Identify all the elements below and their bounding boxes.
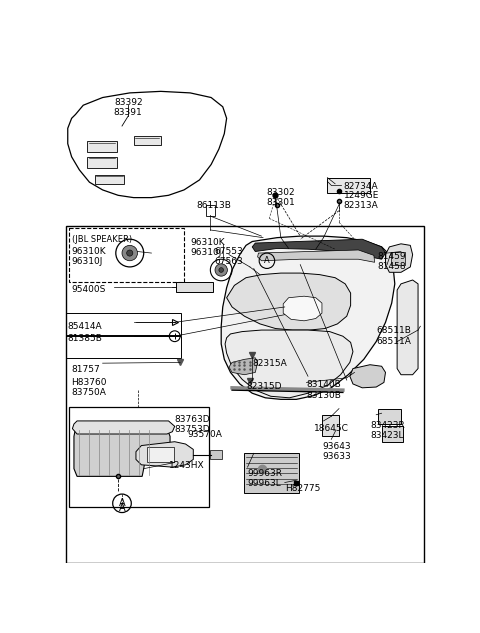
Bar bbox=[66, 336, 181, 358]
Text: 93643
93633: 93643 93633 bbox=[322, 442, 351, 461]
Text: 96310K
96310J: 96310K 96310J bbox=[72, 247, 106, 266]
Text: 81757: 81757 bbox=[72, 365, 100, 373]
Text: 68511B
68511A: 68511B 68511A bbox=[376, 326, 411, 346]
Polygon shape bbox=[385, 244, 413, 272]
Text: 95400S: 95400S bbox=[72, 285, 106, 294]
Text: A: A bbox=[264, 256, 270, 265]
Text: 82315A: 82315A bbox=[252, 360, 287, 368]
Bar bbox=[147, 447, 174, 463]
Polygon shape bbox=[397, 280, 418, 375]
Text: 67553
67563: 67553 67563 bbox=[215, 247, 243, 266]
Text: 1243HX: 1243HX bbox=[168, 461, 204, 470]
Bar bbox=[66, 226, 424, 563]
Bar bbox=[378, 408, 401, 424]
Text: 81459
81458: 81459 81458 bbox=[378, 251, 407, 271]
Polygon shape bbox=[72, 421, 175, 434]
Text: A: A bbox=[119, 503, 125, 513]
Bar bbox=[176, 282, 214, 292]
Text: 99963R
99963L: 99963R 99963L bbox=[248, 468, 283, 488]
Polygon shape bbox=[229, 358, 258, 375]
Bar bbox=[206, 205, 215, 216]
Bar bbox=[322, 415, 339, 436]
Polygon shape bbox=[283, 296, 322, 321]
Bar bbox=[382, 426, 403, 442]
Bar bbox=[133, 136, 161, 145]
Bar bbox=[87, 141, 117, 152]
Polygon shape bbox=[136, 442, 193, 467]
Bar bbox=[95, 175, 124, 184]
Text: 85414A: 85414A bbox=[68, 322, 102, 331]
Text: A: A bbox=[119, 498, 125, 508]
Bar bbox=[87, 157, 117, 168]
Bar bbox=[69, 407, 209, 507]
Polygon shape bbox=[252, 239, 385, 260]
Text: 1249GE: 1249GE bbox=[344, 191, 379, 201]
Bar bbox=[391, 251, 405, 265]
Polygon shape bbox=[350, 365, 385, 388]
Polygon shape bbox=[227, 273, 350, 330]
Text: 81385B: 81385B bbox=[68, 334, 103, 343]
Polygon shape bbox=[221, 236, 395, 399]
Polygon shape bbox=[74, 429, 170, 477]
Polygon shape bbox=[68, 91, 227, 197]
Polygon shape bbox=[225, 330, 353, 398]
Text: H83760
83750A: H83760 83750A bbox=[72, 378, 107, 397]
Circle shape bbox=[215, 264, 228, 276]
Text: 83140B
83130B: 83140B 83130B bbox=[306, 380, 341, 399]
Text: 86113B: 86113B bbox=[196, 201, 231, 210]
Text: 93570A: 93570A bbox=[188, 430, 223, 439]
Text: 83423R
83423L: 83423R 83423L bbox=[370, 421, 405, 441]
Bar bbox=[244, 453, 299, 493]
Circle shape bbox=[219, 268, 224, 272]
Circle shape bbox=[127, 250, 133, 256]
Bar bbox=[69, 229, 184, 282]
Circle shape bbox=[122, 246, 137, 261]
Polygon shape bbox=[258, 250, 375, 262]
Text: 82734A: 82734A bbox=[344, 182, 378, 191]
Bar bbox=[327, 178, 370, 193]
Text: 18645C: 18645C bbox=[314, 424, 349, 433]
Text: (JBL SPEAKER): (JBL SPEAKER) bbox=[72, 235, 132, 244]
Text: 96310K
96310J: 96310K 96310J bbox=[190, 237, 225, 257]
Text: 82313A: 82313A bbox=[344, 201, 378, 210]
Text: 82315D: 82315D bbox=[246, 382, 281, 391]
Text: 83763D
83753D: 83763D 83753D bbox=[175, 415, 210, 434]
Bar bbox=[66, 313, 181, 335]
Text: 83392
83391: 83392 83391 bbox=[114, 97, 143, 117]
Bar bbox=[210, 450, 222, 460]
Text: 83302
83301: 83302 83301 bbox=[266, 187, 295, 207]
Text: H82775: H82775 bbox=[285, 484, 320, 493]
